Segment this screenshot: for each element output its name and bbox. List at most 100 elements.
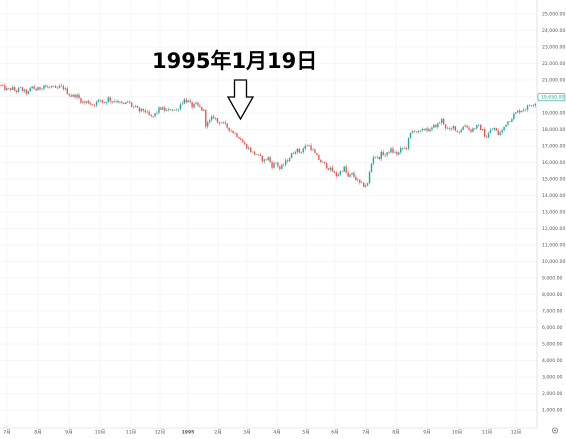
candle (509, 121, 511, 122)
candle-body (230, 130, 232, 132)
y-tick-label: 13,000.00 (542, 210, 565, 216)
candle (425, 127, 427, 133)
candle (226, 123, 228, 130)
candle-body (121, 101, 123, 103)
candle (499, 130, 501, 137)
candle-body (35, 88, 37, 91)
candle (193, 102, 195, 109)
candle (481, 128, 484, 131)
candle-body (403, 147, 406, 149)
candle (177, 108, 180, 112)
candle (80, 97, 82, 104)
candle (364, 183, 367, 188)
date-annotation: 1995年1月19日 (152, 49, 317, 73)
candle (109, 96, 111, 104)
candle-body (372, 157, 375, 164)
candle (29, 86, 31, 92)
candle (136, 105, 139, 108)
candle-body (312, 149, 314, 151)
candle-body (97, 99, 100, 102)
candle-body (499, 132, 501, 135)
candle-body (226, 123, 228, 128)
candle-body (394, 152, 396, 153)
candle-body (72, 94, 74, 97)
y-tick-label: 22,000.00 (542, 61, 565, 67)
candle-body (238, 137, 240, 139)
candle-body (335, 172, 338, 177)
candle (290, 152, 293, 159)
candle (58, 84, 61, 89)
candle-body (413, 131, 416, 132)
candle (314, 148, 316, 154)
candle (91, 103, 94, 106)
candle-body (337, 174, 340, 177)
candle (359, 179, 361, 185)
candle (132, 105, 135, 109)
candle-body (115, 100, 117, 102)
candle (230, 128, 232, 133)
candle (503, 126, 505, 132)
candle (138, 106, 141, 114)
candle-body (294, 152, 297, 154)
x-tick-label: 8月 (34, 430, 42, 436)
candle-body (130, 102, 133, 107)
candle (524, 108, 527, 112)
candle (162, 105, 164, 111)
candle-body (90, 103, 92, 105)
x-tick-label: 7月 (362, 430, 370, 436)
candle (513, 111, 515, 121)
candle-body (476, 125, 478, 129)
y-tick-label: 21,000.00 (542, 78, 565, 84)
candle (189, 98, 191, 104)
candle-body (454, 126, 457, 131)
x-tick-label: 12月 (155, 430, 165, 436)
candle-body (181, 103, 184, 105)
candle (462, 125, 464, 131)
candle-body (171, 109, 174, 111)
candle-body (113, 101, 115, 103)
candle-body (273, 163, 275, 168)
candle-body (468, 127, 470, 130)
candle-body (99, 99, 102, 101)
candle-body (300, 152, 302, 153)
candle (86, 100, 88, 105)
candle (142, 108, 145, 113)
candle-body (277, 162, 279, 167)
candle (21, 86, 24, 93)
candle-body (242, 140, 244, 143)
candle-body (411, 131, 414, 133)
time-axis[interactable]: 7月 8月 9月 10月 11月 12月 1995 2月 3月 4月 5月 6月 7月 8月 9月 10月 11… (3, 430, 521, 436)
candle-body (464, 125, 466, 127)
x-tick-label: 10月 (452, 430, 462, 436)
y-tick-label: 3,000.00 (542, 375, 563, 381)
candle (398, 151, 400, 156)
candle (10, 87, 12, 92)
candle (532, 103, 535, 108)
candle-body (298, 148, 301, 153)
candle-body (86, 101, 88, 103)
candle-body (487, 133, 490, 138)
candle-body (458, 131, 460, 133)
chart-grid (0, 0, 537, 428)
candle-body (199, 105, 201, 108)
candle-body (491, 129, 494, 130)
candle (437, 122, 439, 129)
candle (320, 158, 322, 164)
candle (441, 117, 443, 126)
candle (310, 143, 312, 152)
candle-body (80, 98, 82, 103)
candle-body (370, 163, 373, 172)
candle (148, 109, 150, 116)
candle (413, 129, 416, 133)
candle (528, 104, 531, 107)
candle (497, 128, 499, 136)
candle-body (49, 87, 51, 88)
candle (191, 101, 193, 110)
candle-body (376, 156, 379, 158)
candle (300, 151, 302, 155)
candle (76, 92, 78, 100)
axis-settings-icon[interactable] (552, 427, 559, 434)
candle-body (442, 118, 445, 125)
candle (353, 170, 355, 179)
candle-body (267, 157, 269, 160)
